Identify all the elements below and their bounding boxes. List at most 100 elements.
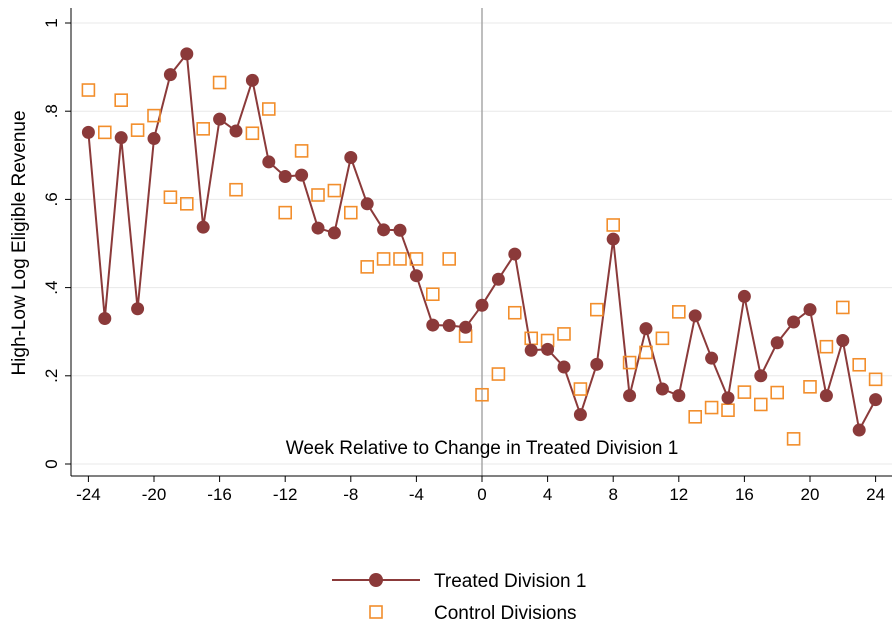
control-divisions-point [835, 300, 850, 315]
legend-label-treated: Treated Division 1 [434, 571, 586, 592]
control-divisions-point [327, 183, 342, 198]
control-divisions-point [622, 355, 637, 370]
control-divisions-point [753, 397, 768, 412]
treated-division-1-point [754, 369, 768, 383]
y-tick-labels: 0 .2 .4 .6 .8 1 [42, 18, 61, 468]
treated-division-1-point [459, 320, 473, 334]
treated-division-1-point [524, 343, 538, 357]
treated-division-1-point [639, 322, 653, 336]
control-divisions-point [147, 108, 161, 123]
x-tick-label: -4 [409, 485, 424, 504]
treated-division-1-point [655, 382, 669, 396]
control-divisions-point [688, 410, 703, 424]
x-axis-title: Week Relative to Change in Treated Divis… [286, 438, 679, 459]
y-tick-label: .8 [42, 104, 61, 118]
treated-division-1-point [787, 315, 801, 329]
treated-division-1-point [573, 408, 587, 422]
treated-division-1-point [147, 132, 161, 146]
control-divisions-point [639, 345, 653, 360]
treated-division-1-point [721, 391, 735, 405]
treated-division-1-point [196, 220, 210, 234]
treated-division-1-point [819, 389, 833, 403]
control-divisions-point [196, 122, 210, 136]
control-divisions-point [212, 75, 227, 90]
treated-division-1-point [590, 357, 604, 371]
control-divisions-point [229, 182, 243, 197]
x-tick-labels: -24 -20 -16 -12 -8 -4 0 4 8 12 16 20 24 [76, 485, 885, 504]
treated-division-1-point [623, 389, 637, 403]
control-divisions-point [704, 400, 719, 415]
control-divisions-point [589, 302, 604, 317]
control-divisions-point [311, 188, 325, 202]
control-divisions-point [819, 339, 834, 354]
control-divisions-point [98, 125, 112, 140]
control-divisions-point [261, 102, 276, 116]
treated-division-1-point [852, 423, 866, 437]
y-axis-title: High-Low Log Eligible Revenue [9, 110, 30, 375]
treated-division-1-point [393, 223, 407, 237]
x-tick-label: -24 [76, 485, 101, 504]
y-tick-label: .2 [42, 369, 61, 383]
treated-division-1-point [803, 303, 817, 317]
control-divisions-point [425, 287, 440, 302]
control-divisions-point [491, 367, 506, 381]
y-tick-label: .6 [42, 192, 61, 206]
treated-division-1-point [180, 47, 194, 61]
control-divisions-point [163, 190, 178, 204]
treated-division-1-point [229, 124, 243, 138]
control-divisions-point [343, 205, 358, 220]
treated-division-1-point [81, 125, 95, 139]
treated-division-1-point [557, 360, 571, 374]
treated-division-1-point [836, 334, 850, 348]
control-divisions-point [180, 197, 194, 211]
legend-label-control: Control Divisions [434, 603, 577, 624]
control-divisions-point [81, 83, 96, 97]
x-tick-label: -20 [142, 485, 167, 504]
control-divisions-point [770, 385, 785, 400]
x-tick-label: 24 [866, 485, 885, 504]
treated-division-1-point [213, 112, 227, 126]
treated-division-1-point [475, 298, 489, 312]
legend-marker-control [369, 605, 383, 619]
treated-division-1-point [278, 169, 292, 183]
treated-division-1-point [377, 223, 391, 237]
axes [65, 8, 892, 482]
control-divisions-point [360, 260, 375, 274]
control-divisions-point [376, 252, 391, 266]
treated-division-1-point [327, 226, 341, 240]
treated-division-1-point [245, 73, 259, 87]
treated-division-1-point [163, 68, 177, 82]
treated-division-1-point [360, 197, 374, 211]
control-divisions-point [557, 327, 571, 341]
x-tick-label: -8 [343, 485, 358, 504]
control-divisions-point [475, 387, 489, 402]
treated-division-1-point [705, 351, 719, 365]
treated-division-1-point [442, 319, 456, 333]
treated-division-1-point [98, 311, 112, 325]
y-tick-label: 0 [42, 459, 61, 468]
control-divisions-point [245, 126, 260, 141]
control-divisions-point [803, 380, 817, 394]
treated-division-1-point [131, 302, 145, 316]
control-divisions-point [442, 252, 457, 266]
y-tick-label: .4 [42, 281, 61, 295]
treated-division-1-point [770, 336, 784, 350]
control-divisions-point [671, 305, 686, 319]
x-tick-label: -12 [273, 485, 298, 504]
treated-division-1-point [508, 247, 522, 261]
control-divisions-point [573, 382, 588, 396]
treated-division-1-point [672, 389, 686, 403]
treated-division-1-point [344, 151, 358, 165]
control-divisions-point [409, 252, 424, 266]
treated-division-1-point [869, 393, 883, 407]
treated-division-1-point [688, 309, 702, 323]
series-group [81, 47, 883, 446]
x-tick-label: 4 [543, 485, 552, 504]
x-tick-label: 0 [477, 485, 486, 504]
treated-division-1-point [311, 221, 325, 235]
y-tick-label: 1 [42, 18, 61, 27]
treated-division-1-point [262, 155, 276, 169]
treated-division-1-point [737, 289, 751, 303]
